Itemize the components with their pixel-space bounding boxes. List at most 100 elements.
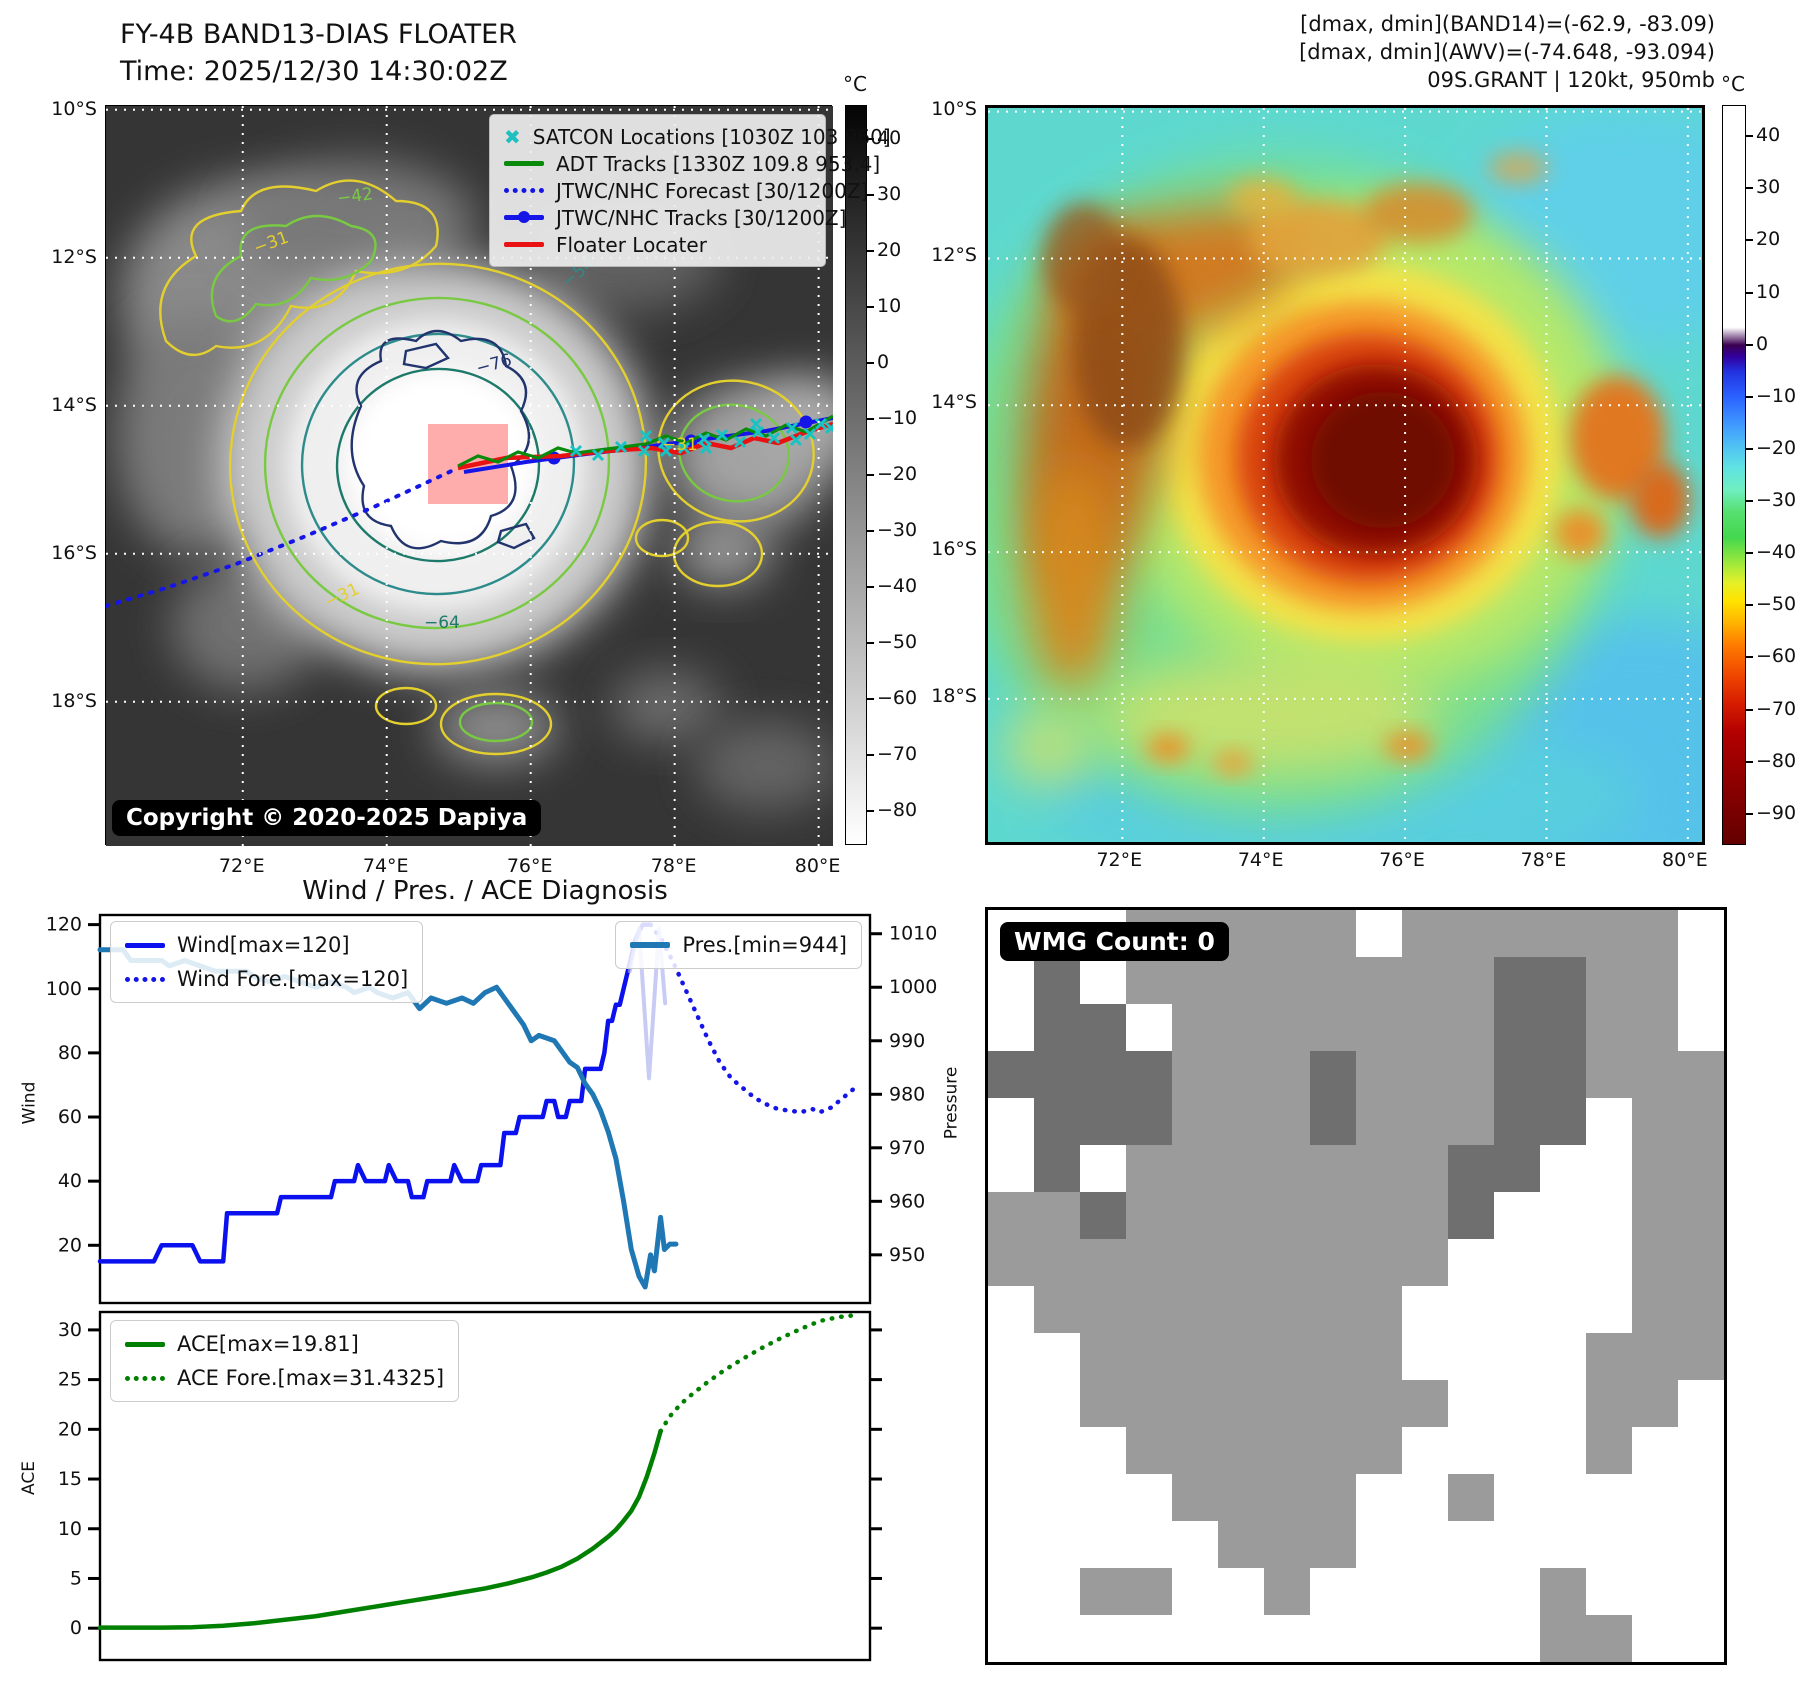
jtwc-forecast-track (106, 466, 460, 608)
map-x-tick-label: 78°E (650, 855, 697, 877)
chart-y-tick-label: 20 (58, 1234, 82, 1256)
wmg-cell (1448, 1333, 1494, 1380)
wmg-cell (1310, 910, 1356, 957)
dotted-line-swatch (504, 188, 544, 193)
wmg-cell (1678, 957, 1724, 1004)
wmg-cell (1264, 910, 1310, 957)
wmg-cell (1218, 1568, 1264, 1615)
map-y-tick-label: 10°S (51, 97, 97, 120)
wmg-cell (1632, 1145, 1678, 1192)
wmg-cell (1264, 1239, 1310, 1286)
wmg-cell (1448, 1051, 1494, 1098)
floater-track (457, 421, 833, 471)
wmg-cell (1402, 1380, 1448, 1427)
wmg-cell (988, 1380, 1034, 1427)
colorbar-tick-label: −50 (1756, 593, 1797, 616)
wind-fore-legend-item: Wind Fore.[max=120] (125, 962, 408, 996)
wmg-cell (1494, 1239, 1540, 1286)
ace-fore-dotted-swatch (125, 1375, 165, 1381)
wmg-cell (1080, 1239, 1126, 1286)
wmg-cell (988, 1427, 1034, 1474)
colorbar-tick (867, 193, 874, 196)
wmg-cell (1678, 1145, 1724, 1192)
wmg-cell (1126, 1333, 1172, 1380)
colorbar-tick-label: −40 (1756, 541, 1797, 564)
wmg-cell (988, 1286, 1034, 1333)
wmg-cell (1034, 1004, 1080, 1051)
map-legend-label: JTWC/NHC Tracks [30/1200Z] (556, 205, 847, 230)
wmg-cell (1172, 957, 1218, 1004)
wmg-cell (1402, 1004, 1448, 1051)
wmg-cell (1356, 1333, 1402, 1380)
adt-track (457, 414, 833, 468)
wmg-cell (988, 1098, 1034, 1145)
colorbar-tick (867, 361, 874, 364)
wmg-cell (988, 1521, 1034, 1568)
wmg-cell (1356, 1521, 1402, 1568)
wmg-cell (1310, 1568, 1356, 1615)
wmg-cell (1172, 1427, 1218, 1474)
colorbar-tick (867, 137, 874, 140)
wmg-cell (1264, 1145, 1310, 1192)
wmg-cell (1586, 1286, 1632, 1333)
wmg-cell (1126, 1380, 1172, 1427)
wmg-cell (1448, 1192, 1494, 1239)
wmg-cell (988, 1004, 1034, 1051)
pressure-legend: Pres.[min=944] (615, 921, 862, 969)
colorbar-tick (1746, 708, 1753, 711)
wmg-cell (1034, 1427, 1080, 1474)
wmg-cell (1126, 1239, 1172, 1286)
wmg-cell (1632, 957, 1678, 1004)
map-x-tick-label: 80°E (794, 855, 841, 877)
ace-axis-label: ACE (18, 1461, 39, 1495)
colorbar-tick-label: −60 (1756, 645, 1797, 668)
satcon-markers (569, 417, 833, 462)
wmg-cell (1310, 957, 1356, 1004)
wmg-cell (1632, 1380, 1678, 1427)
map-x-tick-label: 76°E (506, 855, 553, 877)
wmg-cell (1494, 1333, 1540, 1380)
wmg-cell (1494, 1051, 1540, 1098)
wmg-cell (1632, 1051, 1678, 1098)
wind-fore-legend-label: Wind Fore.[max=120] (177, 967, 409, 991)
wmg-cell (1678, 1521, 1724, 1568)
wmg-cell (1494, 1098, 1540, 1145)
chart-y2-tick-label: 990 (889, 1030, 925, 1052)
chart-y2-tick-label: 1000 (889, 976, 937, 998)
wmg-cell (1218, 1192, 1264, 1239)
map-x-tick-label: 74°E (362, 855, 409, 877)
wmg-cell (1540, 1239, 1586, 1286)
colorbar-tick-label: −10 (1756, 384, 1797, 407)
wmg-cell (1080, 1145, 1126, 1192)
wmg-cell (1126, 1051, 1172, 1098)
wmg-cell (1080, 1286, 1126, 1333)
chart-y-tick-label: 25 (58, 1369, 82, 1391)
colorbar-tick-label: −70 (877, 743, 918, 766)
wmg-cell (1448, 1615, 1494, 1662)
ace-legend-label: ACE[max=19.81] (177, 1332, 359, 1356)
map-legend-label: JTWC/NHC Forecast [30/1200Z] (556, 178, 869, 203)
wmg-cell (1632, 1239, 1678, 1286)
wmg-cell (1586, 1051, 1632, 1098)
wmg-cell (1126, 1004, 1172, 1051)
wmg-cell (1586, 957, 1632, 1004)
wmg-cell (1494, 910, 1540, 957)
wmg-cell (1448, 1380, 1494, 1427)
wmg-cell (1678, 1380, 1724, 1427)
wmg-cell (1356, 1568, 1402, 1615)
wmg-cell (1402, 1568, 1448, 1615)
wmg-cell (1034, 1286, 1080, 1333)
chart-y-tick-label: 60 (58, 1106, 82, 1128)
wmg-cell (1678, 1615, 1724, 1662)
wmg-cell (1172, 1615, 1218, 1662)
wmg-grid (988, 910, 1724, 1662)
colorbar-tick-label: 20 (877, 238, 902, 261)
wmg-cell (1678, 1568, 1724, 1615)
wmg-cell (1264, 1286, 1310, 1333)
wmg-cell (1126, 1145, 1172, 1192)
map-x-tick-label: 72°E (1096, 849, 1143, 871)
colorbar-tick (867, 305, 874, 308)
wmg-cell (1356, 1098, 1402, 1145)
wmg-cell (988, 1568, 1034, 1615)
